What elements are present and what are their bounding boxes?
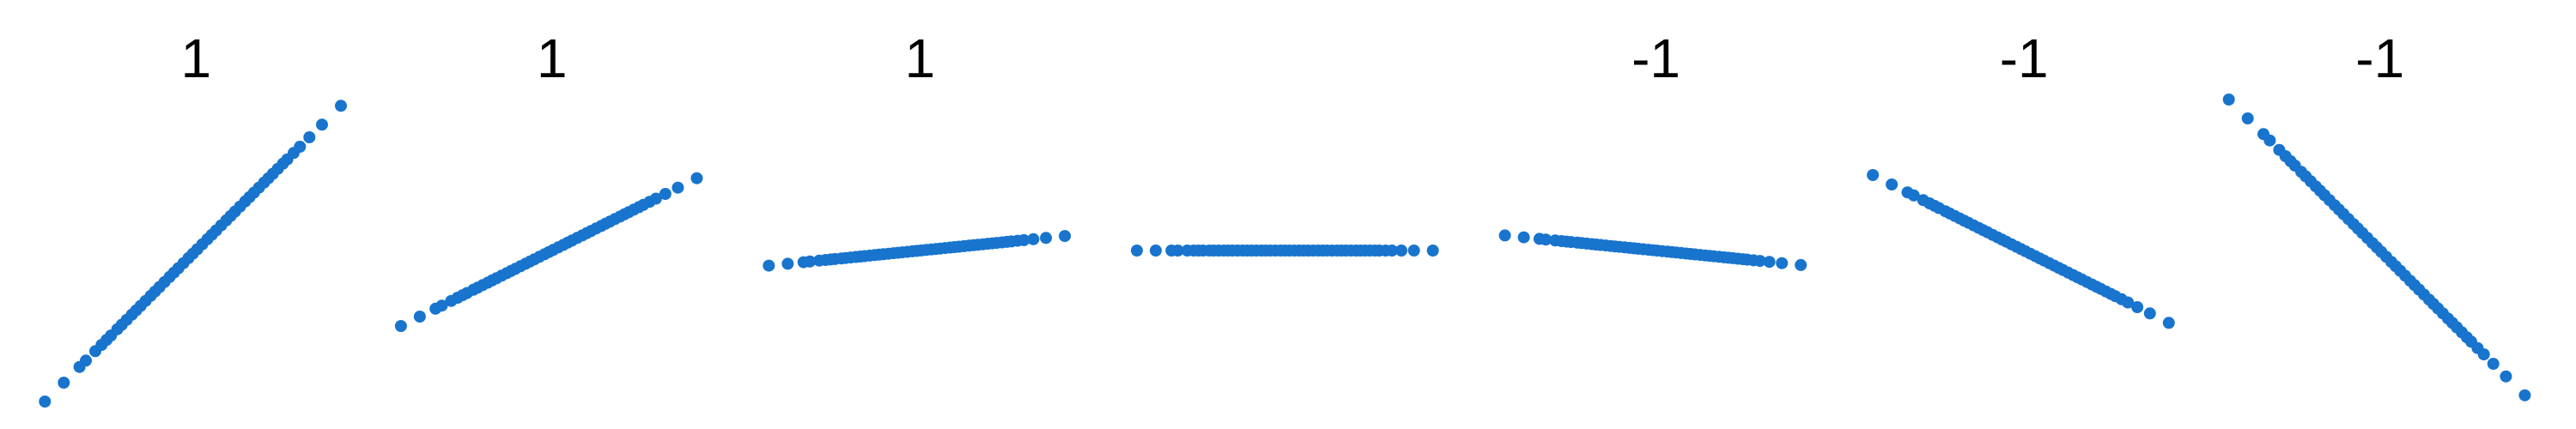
data-point	[1776, 257, 1789, 269]
data-point	[1018, 233, 1030, 246]
panel-title-1: 1	[180, 27, 211, 89]
data-point	[1517, 231, 1530, 244]
scatter-panel-7: -1	[2222, 27, 2531, 402]
data-point	[2477, 348, 2490, 360]
data-point	[690, 172, 703, 184]
data-point	[1867, 169, 1880, 181]
scatter-panel-4	[1131, 245, 1439, 257]
panel-title-2: 1	[537, 27, 568, 89]
data-point	[294, 141, 307, 153]
data-point	[1407, 245, 1420, 257]
data-point	[1150, 245, 1162, 257]
data-point	[1131, 245, 1143, 257]
data-point	[2162, 317, 2175, 329]
data-point	[781, 257, 794, 270]
data-point	[762, 259, 775, 272]
data-point	[1395, 245, 1407, 257]
data-point	[1886, 178, 1899, 190]
data-point	[394, 320, 407, 332]
data-point	[2487, 358, 2500, 370]
data-point	[1171, 245, 1184, 257]
data-point	[671, 181, 684, 194]
data-point	[1907, 189, 1920, 202]
data-point	[1059, 230, 1072, 243]
data-point	[2222, 94, 2235, 106]
data-point	[804, 255, 817, 268]
panel-title-5: -1	[1631, 27, 1680, 89]
data-point	[335, 100, 347, 112]
data-point	[1386, 245, 1398, 257]
data-point	[2131, 301, 2144, 313]
data-point	[2143, 307, 2156, 320]
data-point	[2500, 370, 2512, 383]
data-point	[2518, 389, 2531, 402]
panel-title-6: -1	[2000, 27, 2049, 89]
data-point	[1027, 233, 1040, 245]
panel-title-3: 1	[905, 27, 936, 89]
data-point	[2241, 112, 2254, 124]
scatter-panel-3: 1	[762, 27, 1072, 272]
data-point	[58, 377, 70, 389]
data-point	[303, 131, 316, 143]
scatter-panel-6: -1	[1867, 27, 2175, 329]
data-point	[1795, 258, 1807, 271]
data-point	[435, 299, 448, 312]
data-point	[1426, 245, 1439, 257]
scatter-panel-2: 1	[394, 27, 703, 332]
data-point	[413, 311, 426, 323]
data-point	[1753, 255, 1766, 268]
data-point	[316, 118, 328, 131]
data-point	[39, 396, 52, 408]
data-point	[1040, 232, 1053, 245]
scatter-panel-1: 1	[39, 27, 347, 408]
data-point	[2122, 296, 2135, 309]
data-point	[2263, 134, 2276, 147]
data-point	[649, 192, 662, 205]
panel-title-7: -1	[2355, 27, 2404, 89]
data-point	[1498, 229, 1511, 242]
data-point	[80, 354, 92, 367]
scatter-panel-5: -1	[1498, 27, 1807, 271]
data-point	[659, 188, 671, 200]
data-point	[1763, 256, 1776, 269]
data-point	[1540, 233, 1552, 246]
